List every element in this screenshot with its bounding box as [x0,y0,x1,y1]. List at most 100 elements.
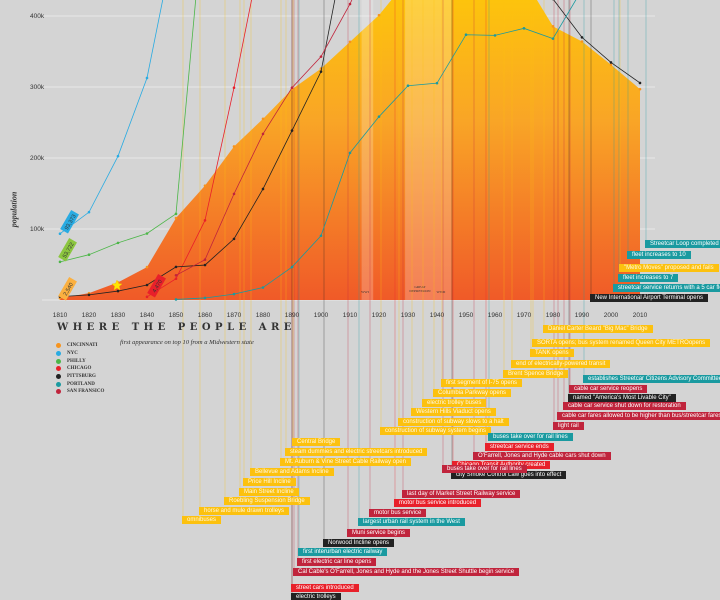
y-tick-label: 400k [30,13,45,20]
x-tick-label: 2010 [633,312,648,319]
event-label: buses take over for rail lines [442,465,527,473]
legend-item: PORTLAND [56,380,104,388]
x-tick-label: 1930 [401,312,416,319]
event-label: Cal Cable's O'Farrell, Jones and Hyde an… [293,568,520,576]
data-point [145,295,149,299]
event-label: Streetcar Loop completed [645,240,720,248]
x-tick-label: 1990 [575,312,590,319]
data-point [203,296,207,300]
data-point [493,34,497,37]
data-point [522,27,526,30]
value-label-tag [58,276,77,301]
event-label: Brent Spence Bridge [503,370,569,378]
data-point [174,212,178,216]
event-label: largest urban rail system in the West [358,518,465,526]
value-label-text: 2,540 [63,282,75,297]
event-label: cable car service reopens [569,385,648,393]
event-label: omnibuses [182,516,222,524]
y-tick-label: 200k [30,155,45,162]
legend-label: NYC [67,351,78,357]
event-label: O'Farrell, Jones and Hyde cable cars shu… [473,452,611,460]
legend-dot-icon [56,381,61,387]
x-tick-label: 1970 [517,312,532,319]
annotation-line: GREAT [414,285,426,289]
data-point [203,219,207,222]
event-label: cable car fares allowed to be higher tha… [557,412,720,420]
x-tick-label: 1980 [546,312,561,319]
data-point [232,192,236,196]
event-label: motor bus service introduced [394,499,482,507]
event-label: electric trolley buses [422,399,487,407]
legend-item: PHILLY [56,357,104,365]
series-line-nyc [59,0,164,235]
series-line-philly [59,0,197,263]
event-label: construction of subway slows to a halt [398,418,509,426]
data-point [232,145,236,148]
data-point [348,2,352,6]
data-point [609,63,613,67]
legend-label: SAN FRANSICO [67,389,105,395]
event-label: street cars introduced [291,584,359,592]
data-point [203,263,207,267]
data-point [261,187,265,191]
data-point [203,184,207,187]
x-tick-label: 1880 [256,312,271,319]
event-label: "Metro Moves" proposed and fails [619,264,719,272]
data-point [87,253,91,257]
event-label: streetcar service ends [485,443,554,451]
event-label: fleet increases to 7 [618,274,679,282]
data-point [261,132,265,136]
data-point [174,274,178,277]
event-label: steam dummies and electric streetcars in… [285,448,428,456]
data-point [87,293,91,297]
legend-dot-icon [56,343,61,349]
series-line-pittsburg [553,0,641,84]
data-point [58,260,62,264]
event-label: buses take over for rail lines [488,433,573,441]
data-point [638,81,642,85]
data-point [174,265,178,269]
star-icon [111,279,123,291]
series-line-san-fransico [175,0,353,276]
data-point [145,232,149,235]
x-tick-label: 1870 [227,312,242,319]
data-point [145,265,149,269]
event-label: cable car service shut down for restorat… [563,402,686,410]
data-point [319,55,323,58]
legend-dot-icon [56,358,61,364]
event-label: Western Hills Viaduct opens [411,408,496,416]
x-tick-label: 1810 [53,312,68,319]
x-tick-label: 1950 [459,312,474,319]
chart-subtitle: first appearance on top 10 from a Midwes… [120,339,254,346]
x-tick-label: 1850 [169,312,184,319]
data-point [174,298,178,301]
legend-label: CINCINNATI [67,343,98,349]
y-tick-label: 100k [30,226,45,233]
data-point [609,61,613,64]
event-label: construction of subway system begins [380,427,492,435]
event-label: Muni service begins [347,529,411,537]
event-label: Daniel Carter Beard "Big Mac" Bridge [543,325,653,333]
legend-dot-icon [56,351,61,357]
cincinnati-area [60,0,640,300]
event-label: first interurban electric railway [298,548,388,556]
data-point [290,265,294,269]
history-band [405,0,452,300]
data-point [377,13,381,17]
data-point [87,210,91,214]
value-label-tag [58,237,77,262]
legend-label: PITTSBURG [67,374,96,380]
legend-item: PITTSBURG [56,373,104,381]
annotation-label: WWI [361,290,370,294]
data-point [290,86,294,90]
data-point [435,81,439,85]
legend-item: NYC [56,350,104,358]
data-point [348,151,352,155]
event-label: first segment of I-75 opens [441,379,523,387]
data-point [377,115,381,118]
annotation-label: GREAT DEPRESSION [409,285,431,293]
event-label: end of electrically-powered transit [511,360,611,368]
chart-title: WHERE THE PEOPLE ARE [57,322,296,333]
event-label: SORTA opens; bus system renamed Queen Ci… [532,339,711,347]
